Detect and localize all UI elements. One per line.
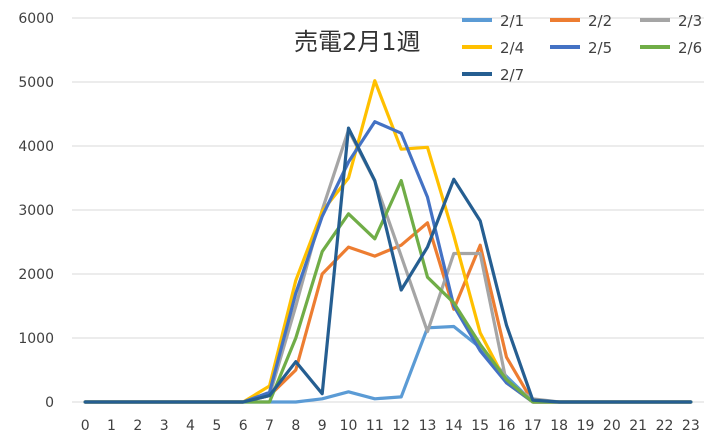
legend: 2/1 2/2 2/3 2/4 2/5 2/6 2/7 [462,12,702,84]
x-tick-label: 15 [471,418,489,434]
chart-title: 売電2月1週 [294,28,421,56]
x-tick-label: 21 [629,418,647,434]
x-tick-label: 5 [212,418,221,434]
x-tick-label: 6 [239,418,248,434]
x-tick-label: 3 [160,418,169,434]
x-tick-label: 10 [340,418,358,434]
series-lines [83,79,693,404]
x-tick-label: 1 [107,418,116,434]
y-tick-label: 1000 [18,331,54,347]
y-tick-label: 2000 [18,267,54,283]
x-tick-label: 11 [366,418,384,434]
x-tick-label: 2 [133,418,142,434]
legend-label: 2/4 [500,39,524,57]
x-tick-label: 20 [603,418,621,434]
x-tick-label: 16 [498,418,516,434]
y-tick-label: 4000 [18,139,54,155]
y-axis-ticks: 0 1000 2000 3000 4000 5000 6000 [18,11,54,411]
x-tick-label: 17 [524,418,542,434]
legend-label: 2/1 [500,12,524,30]
legend-label: 2/7 [500,66,524,84]
x-tick-label: 14 [445,418,463,434]
y-tick-label: 0 [45,395,54,411]
x-tick-label: 0 [81,418,90,434]
y-tick-label: 3000 [18,203,54,219]
x-tick-label: 13 [419,418,437,434]
legend-label: 2/5 [588,39,612,57]
x-tick-label: 8 [291,418,300,434]
x-tick-label: 9 [318,418,327,434]
legend-label: 2/2 [588,12,612,30]
legend-label: 2/6 [678,39,702,57]
y-tick-label: 5000 [18,75,54,91]
legend-label: 2/3 [678,12,702,30]
x-tick-label: 23 [682,418,700,434]
x-tick-label: 19 [577,418,595,434]
x-axis-ticks: 0 1 2 3 4 5 6 7 8 9 10 11 12 13 14 15 16 17 18 19 20 21 22 23 [81,418,700,434]
y-tick-label: 6000 [18,11,54,27]
x-tick-label: 12 [392,418,410,434]
x-tick-label: 18 [550,418,568,434]
x-tick-label: 4 [186,418,195,434]
series-line-2-7 [83,126,693,404]
x-tick-label: 22 [656,418,674,434]
x-tick-label: 7 [265,418,274,434]
